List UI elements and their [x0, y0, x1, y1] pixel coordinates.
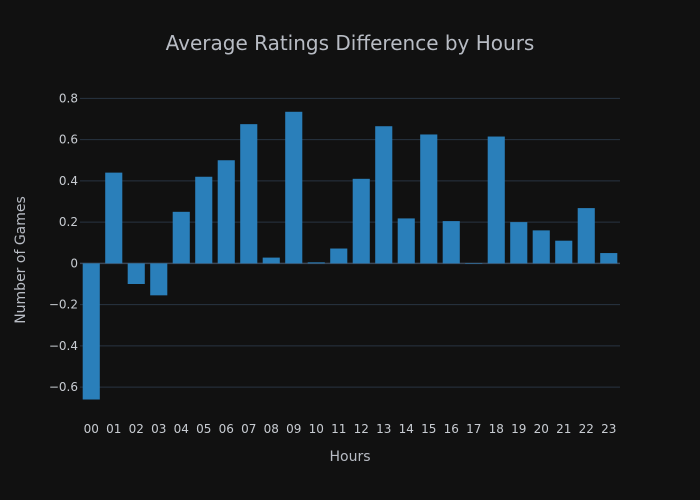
bar-11[interactable]	[330, 248, 348, 264]
x-tick-label: 12	[354, 422, 369, 436]
bars	[82, 111, 618, 400]
y-tick-label: 0.8	[59, 91, 78, 105]
bar-16[interactable]	[442, 221, 460, 264]
chart-title: Average Ratings Difference by Hours	[166, 31, 535, 55]
bar-19[interactable]	[510, 222, 528, 264]
x-tick-label: 13	[376, 422, 391, 436]
x-tick-label: 14	[399, 422, 414, 436]
y-tick-label: −0.6	[49, 380, 78, 394]
bar-21[interactable]	[555, 240, 573, 264]
bar-06[interactable]	[217, 160, 235, 264]
x-tick-label: 11	[331, 422, 346, 436]
bar-02[interactable]	[127, 263, 145, 284]
x-tick-label: 21	[556, 422, 571, 436]
x-tick-label: 08	[264, 422, 279, 436]
bar-04[interactable]	[172, 211, 190, 264]
x-tick-label: 19	[511, 422, 526, 436]
bar-09[interactable]	[285, 111, 303, 264]
x-tick-label: 15	[421, 422, 436, 436]
y-tick-label: −0.2	[49, 298, 78, 312]
bar-23[interactable]	[600, 253, 618, 264]
bar-00[interactable]	[82, 263, 100, 400]
y-tick-label: 0	[70, 256, 78, 270]
x-tick-label: 03	[151, 422, 166, 436]
x-tick-label: 02	[129, 422, 144, 436]
bar-05[interactable]	[195, 176, 213, 264]
x-tick-label: 18	[489, 422, 504, 436]
bar-17[interactable]	[465, 263, 483, 264]
y-tick-labels: −0.6 −0.4 −0.2 0 0.2 0.4 0.6 0.8	[49, 91, 78, 394]
x-tick-labels: 00 01 02 03 04 05 06 07 08 09 10 11 12 13 14 15 16 17 18 19…	[84, 422, 617, 436]
x-tick-label: 00	[84, 422, 99, 436]
y-tick-label: 0.6	[59, 133, 78, 147]
x-tick-label: 05	[196, 422, 211, 436]
x-tick-label: 09	[286, 422, 301, 436]
y-axis-title: Number of Games	[13, 196, 29, 324]
bar-08[interactable]	[262, 257, 280, 264]
x-axis-title: Hours	[329, 449, 370, 465]
x-tick-label: 16	[444, 422, 459, 436]
y-tick-label: 0.2	[59, 215, 78, 229]
bar-12[interactable]	[352, 178, 370, 264]
x-tick-label: 04	[174, 422, 189, 436]
x-tick-label: 01	[106, 422, 121, 436]
bar-15[interactable]	[420, 134, 438, 264]
bar-20[interactable]	[532, 230, 550, 264]
x-tick-label: 17	[466, 422, 481, 436]
bar-07[interactable]	[240, 124, 258, 264]
bar-18[interactable]	[487, 136, 505, 264]
bar-01[interactable]	[105, 172, 123, 264]
x-tick-label: 22	[579, 422, 594, 436]
bar-14[interactable]	[397, 218, 415, 264]
x-tick-label: 23	[601, 422, 616, 436]
x-tick-label: 20	[534, 422, 549, 436]
x-tick-label: 06	[219, 422, 234, 436]
gridlines	[80, 97, 620, 388]
y-tick-label: −0.4	[49, 339, 78, 353]
y-tick-label: 0.4	[59, 174, 78, 188]
x-tick-label: 10	[309, 422, 324, 436]
bar-13[interactable]	[375, 126, 393, 264]
x-tick-label: 07	[241, 422, 256, 436]
bar-03[interactable]	[150, 263, 168, 296]
bar-10[interactable]	[307, 262, 325, 264]
bar-22[interactable]	[577, 208, 595, 264]
